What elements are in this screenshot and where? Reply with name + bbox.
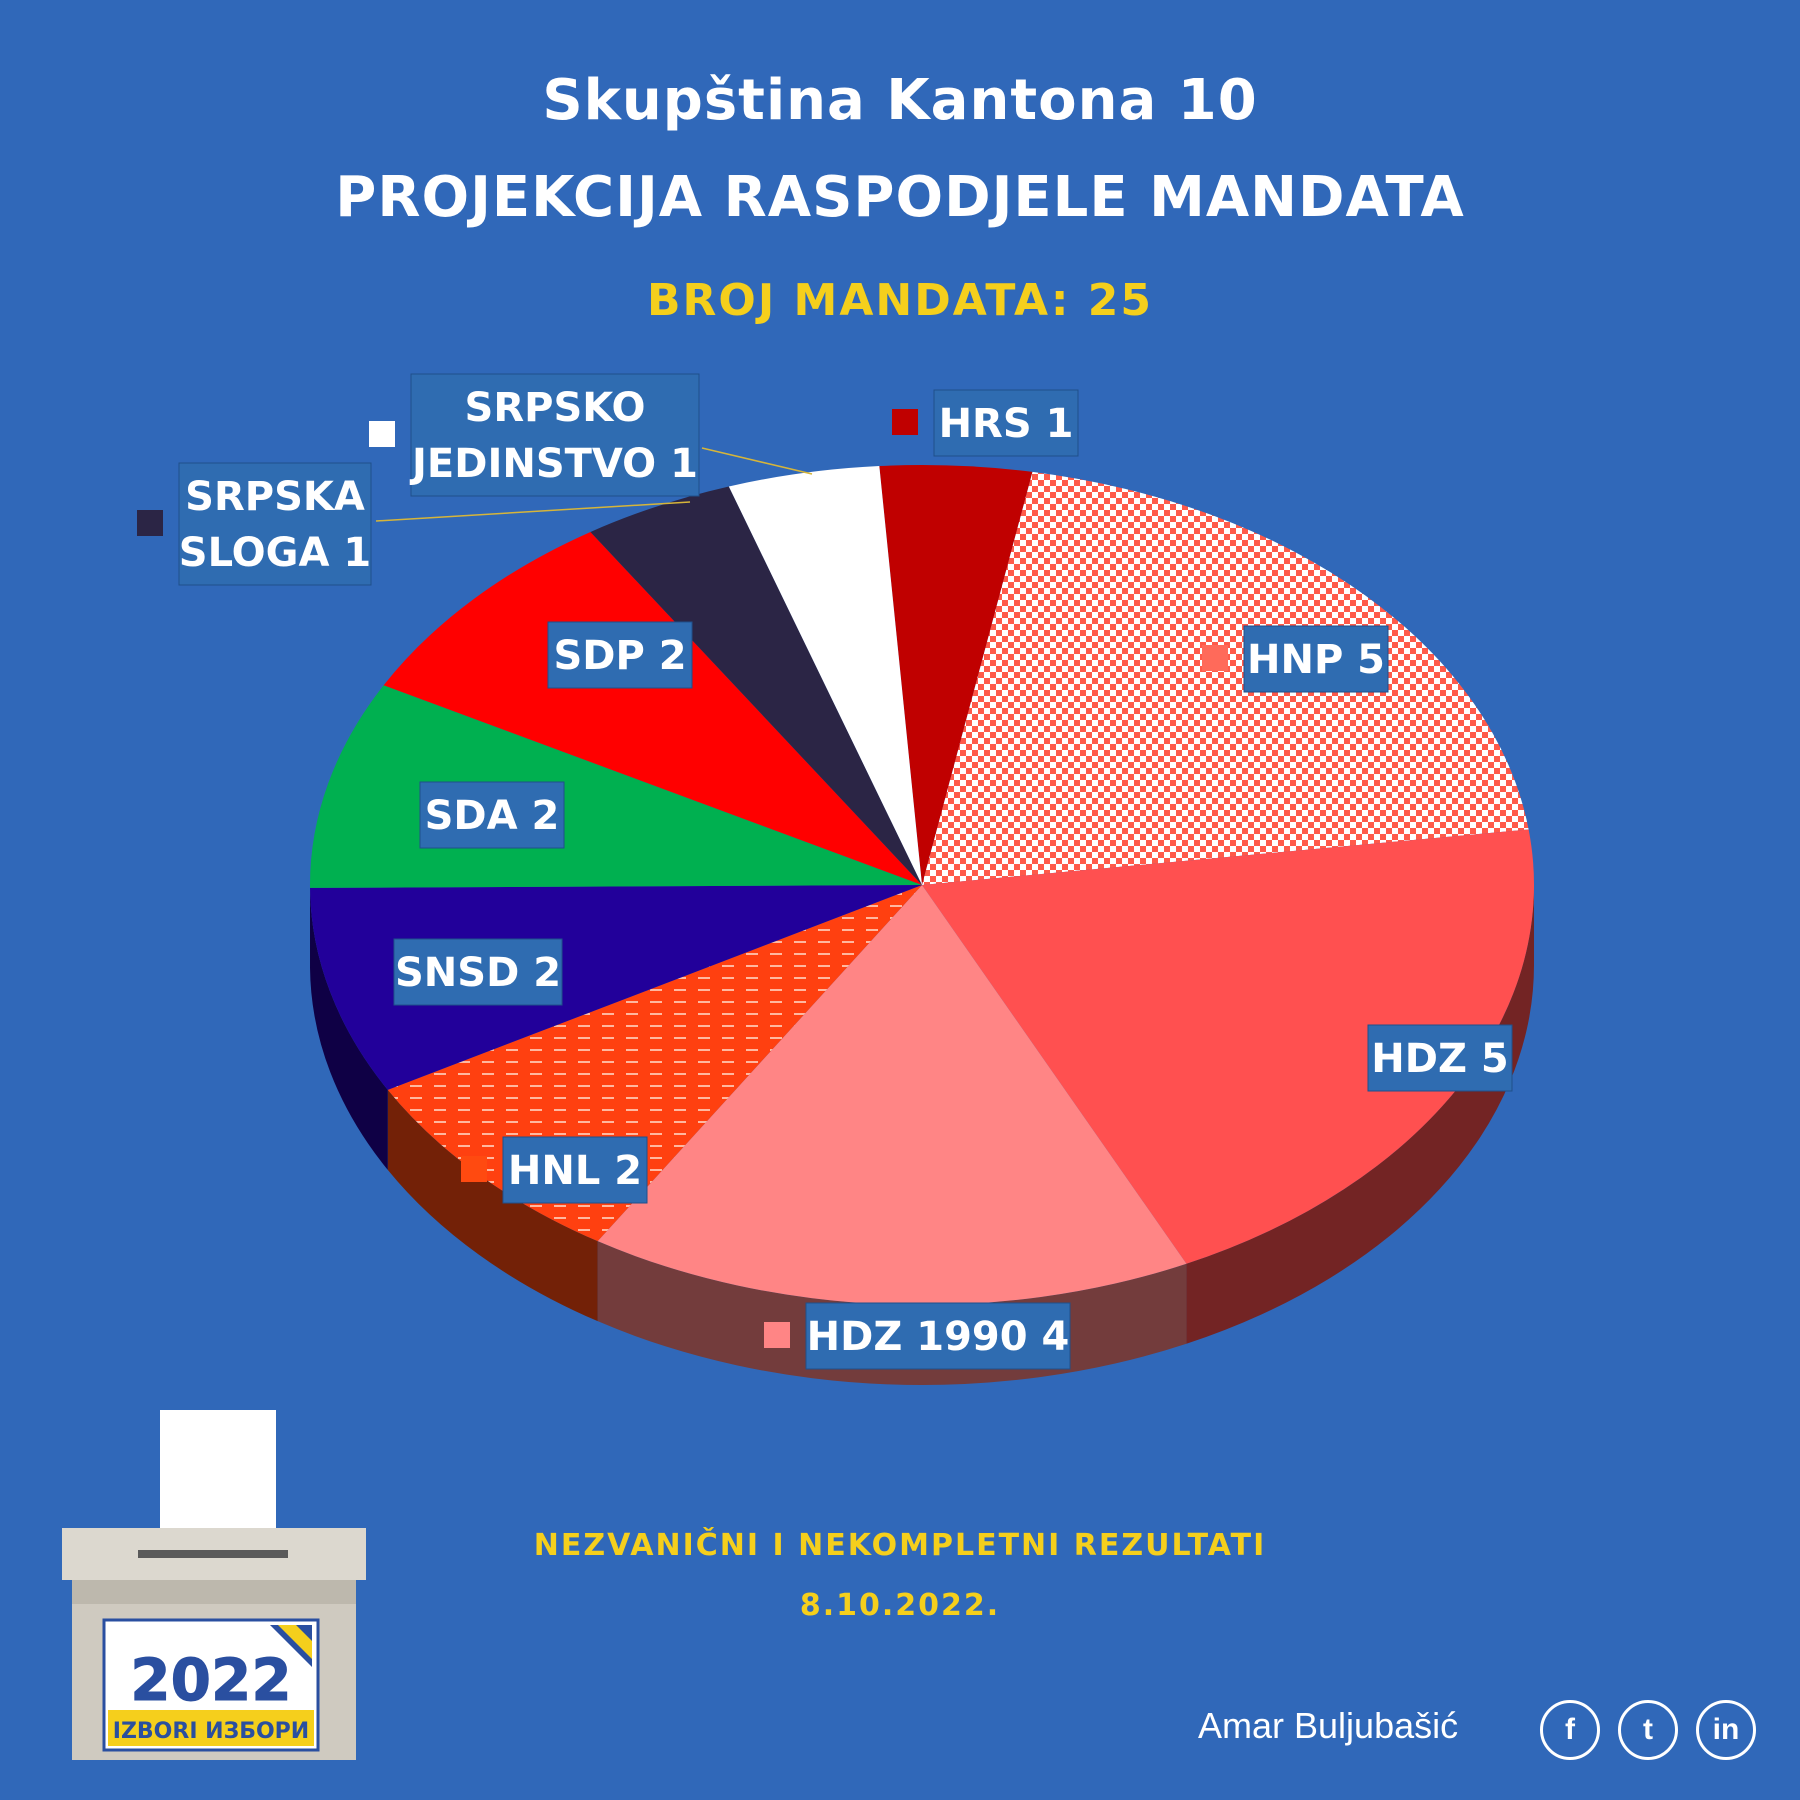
data-label-box	[933, 389, 1079, 457]
pie-slice-snsd[interactable]	[310, 885, 923, 1090]
flag-stripe-icon	[278, 1625, 312, 1659]
data-label-sda: SDA 2	[378, 781, 565, 849]
pie-slice-hdz-1990[interactable]	[597, 885, 1187, 1306]
data-label-text: HNP 5	[1247, 637, 1385, 683]
linkedin-icon[interactable]: in	[1696, 1700, 1756, 1760]
legend-swatch-srpsko-jedinstvo	[369, 421, 395, 447]
data-label-box	[547, 621, 693, 689]
data-label-text: SDA 2	[425, 793, 560, 839]
data-label-snsd: SNSD 2	[352, 938, 563, 1006]
legend-swatch-sdp	[506, 641, 532, 667]
data-label-text: HDZ 1990 4	[807, 1314, 1070, 1360]
data-label-text: SRPSKA	[185, 474, 365, 520]
pie-side-snsd	[310, 887, 388, 1170]
facebook-icon[interactable]: f	[1540, 1700, 1600, 1760]
result-date: 8.10.2022.	[799, 1588, 1001, 1623]
data-label-text: HNL 2	[508, 1148, 642, 1194]
data-label-text: SNSD 2	[395, 950, 561, 996]
pie-slice-srpsko-jedinstvo[interactable]	[728, 466, 922, 885]
data-label-text: SDP 2	[553, 633, 686, 679]
ballot-box-band	[72, 1580, 356, 1604]
data-label-box	[410, 373, 700, 497]
data-label-box	[1243, 625, 1389, 693]
data-label-text: JEDINSTVO 1	[409, 441, 698, 487]
leader-srpsko-jedinstvo	[701, 447, 813, 475]
legend-swatch-hdz-1990	[764, 1322, 790, 1348]
disclaimer-note: NEZVANIČNI I NEKOMPLETNI REZULTATI	[533, 1528, 1267, 1563]
chart-subtitle: PROJEKCIJA RASPODJELE MANDATA	[335, 165, 1465, 230]
data-label-hnp: HNP 5	[1202, 625, 1389, 693]
data-label-hnl: HNL 2	[461, 1136, 648, 1204]
pie-side-hdz	[1186, 885, 1534, 1344]
data-label-srpsko-jedinstvo: SRPSKO JEDINSTVO 1	[369, 373, 700, 497]
data-label-box	[419, 781, 565, 849]
data-label-box	[393, 938, 563, 1006]
legend-swatch-hnl	[461, 1156, 487, 1182]
pie-top	[310, 465, 1534, 1306]
data-label-text: HRS 1	[939, 401, 1074, 447]
legend-swatch-hdz	[1326, 1044, 1352, 1070]
pie-slice-hnp[interactable]	[922, 471, 1529, 885]
logo-text: IZBORI ИЗБОРИ	[113, 1719, 309, 1744]
data-label-text: HDZ 5	[1371, 1036, 1508, 1082]
data-label-sdp: SDP 2	[506, 621, 693, 689]
legend-swatch-snsd	[352, 958, 378, 984]
logo-year: 2022	[130, 1646, 291, 1714]
logo-banner	[108, 1710, 314, 1746]
chart-title: Skupština Kantona 10	[542, 68, 1258, 133]
legend-swatch-hnp	[1202, 645, 1228, 671]
label-leaders	[375, 447, 813, 522]
pie-slice-hdz[interactable]	[922, 829, 1534, 1264]
pie-slice-hrs[interactable]	[879, 465, 1033, 885]
ballot-box-logo: 2022 IZBORI ИЗБОРИ	[62, 1410, 366, 1760]
data-label-hrs: HRS 1	[892, 389, 1079, 457]
data-label-hdz-1990: HDZ 1990 4	[764, 1302, 1071, 1370]
ballot-slot	[138, 1550, 288, 1558]
data-label-box	[178, 462, 372, 586]
tumblr-icon[interactable]: t	[1618, 1700, 1678, 1760]
pie-side-hnl	[387, 1089, 598, 1322]
data-label-srpska-sloga: SRPSKA SLOGA 1	[137, 462, 372, 586]
total-mandates: BROJ MANDATA: 25	[647, 275, 1153, 326]
data-label-box	[502, 1136, 648, 1204]
data-label-text: SLOGA 1	[179, 530, 371, 576]
data-labels: HRS 1 HNP 5 HDZ 5 HDZ 1990 4 HNL 2 SNSD 2 SDA …	[137, 373, 1513, 1370]
leader-srpska-sloga	[375, 501, 691, 522]
author-name: Amar Buljubašić	[1198, 1705, 1459, 1746]
legend-swatch-sda	[378, 801, 404, 827]
data-label-hdz: HDZ 5	[1326, 1024, 1513, 1092]
data-label-box	[1367, 1024, 1513, 1092]
legend-swatch-hrs	[892, 409, 918, 435]
pie-slice-srpska-sloga[interactable]	[590, 486, 922, 885]
data-label-box	[805, 1302, 1071, 1370]
pie-slice-sdp[interactable]	[383, 531, 923, 885]
legend-swatch-srpska-sloga	[137, 510, 163, 536]
data-label-text: SRPSKO	[465, 385, 646, 431]
